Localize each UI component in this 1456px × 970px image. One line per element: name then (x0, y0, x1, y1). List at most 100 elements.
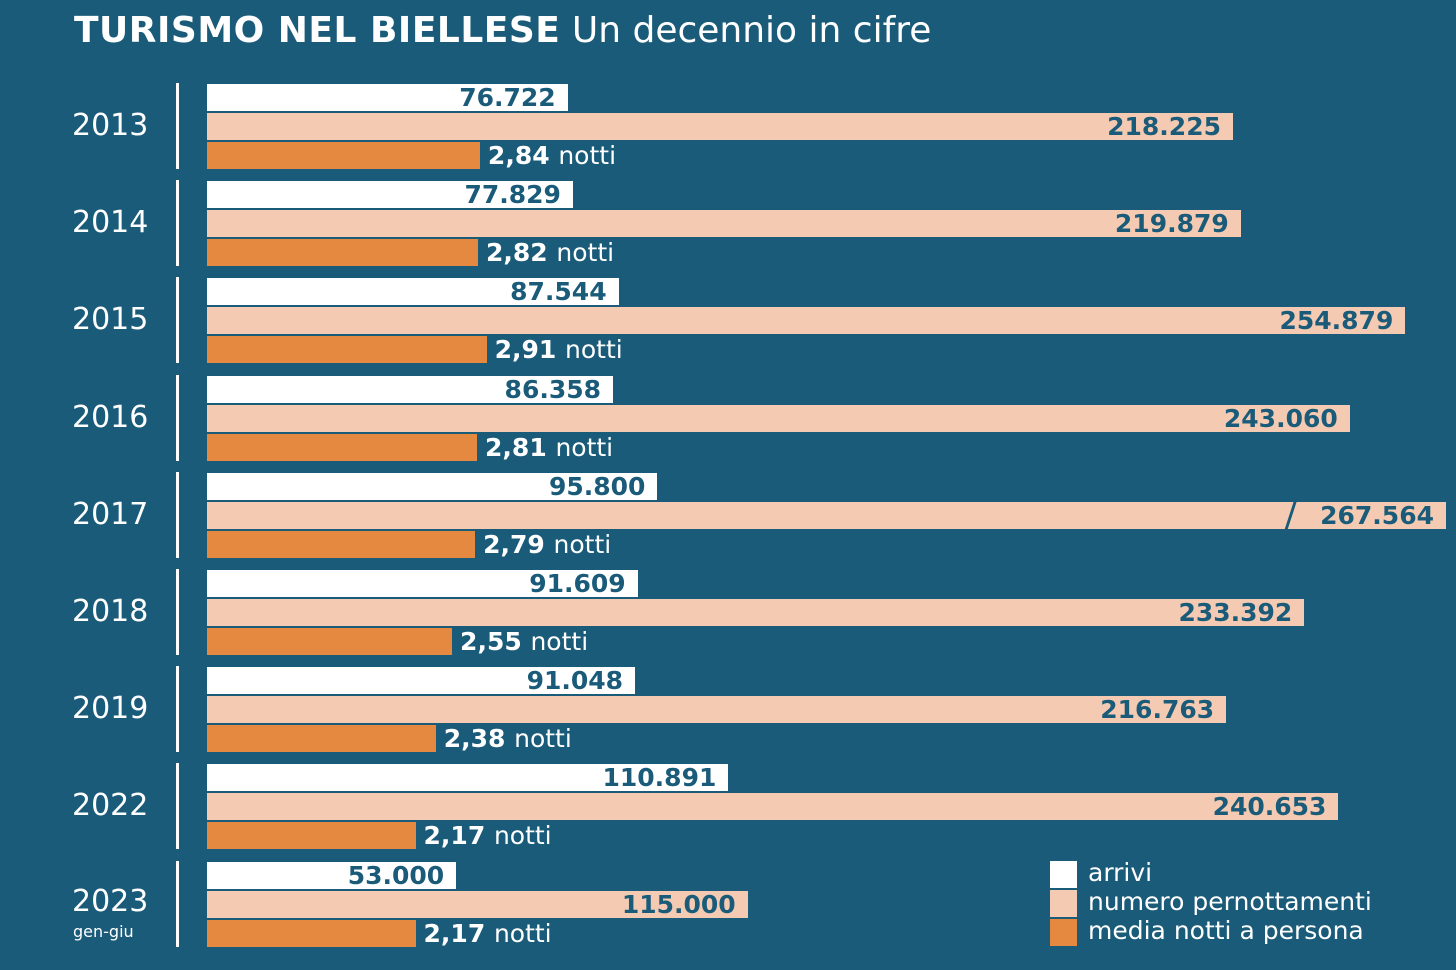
bar-pernottamenti (207, 404, 1350, 432)
data-label-unit: notti (493, 918, 552, 948)
data-label-unit: notti (530, 627, 589, 656)
data-label-value: 2,17 (423, 918, 486, 948)
bar-media-notti (207, 530, 476, 558)
data-label: 86.358 (504, 374, 602, 404)
category-label: 2022 (72, 788, 149, 824)
data-label: 53.000 (347, 860, 445, 890)
chart-title: TURISMO NEL BIELLESE Un decennio in cifr… (74, 10, 931, 51)
bar-media-notti (207, 919, 416, 947)
bar-arrivi (207, 375, 614, 403)
category-sublabel: gen-giu (73, 921, 134, 941)
data-label: 2,17 notti (424, 822, 552, 849)
category-label: 2014 (72, 205, 149, 241)
data-label: 2,81 notti (485, 434, 613, 461)
legend-swatch (1050, 890, 1077, 917)
category-label: 2023 (72, 883, 149, 919)
category-label: 2016 (72, 399, 149, 435)
bar-arrivi (207, 181, 573, 209)
bar-pernottamenti (207, 210, 1241, 238)
legend-label: numero pernottamenti (1088, 887, 1372, 916)
group-divider (176, 374, 179, 461)
chart-subtitle: Un decennio in cifre (571, 10, 932, 51)
bar-media-notti (207, 336, 487, 364)
data-label-value: 2,91 (494, 335, 557, 365)
group-divider (176, 569, 179, 655)
data-label: 240.653 (1212, 792, 1327, 822)
data-label: 2,55 notti (460, 628, 588, 655)
bar-media-notti (207, 628, 453, 655)
bar-media-notti (207, 822, 416, 850)
data-label: 219.879 (1114, 209, 1229, 239)
category-label: 2019 (72, 691, 149, 727)
bar-arrivi (207, 667, 636, 695)
data-label: 2,17 notti (424, 920, 552, 947)
data-label: 218.225 (1107, 112, 1221, 141)
category-label: 2013 (72, 108, 149, 143)
legend-label: arrivi (1088, 858, 1153, 887)
bar-pernottamenti (207, 113, 1233, 140)
data-label-unit: notti (555, 432, 614, 462)
data-label-unit: notti (493, 821, 552, 851)
category-label: 2015 (72, 302, 149, 338)
data-label: 216.763 (1100, 695, 1215, 725)
group-divider (176, 83, 179, 169)
data-label: 115.000 (621, 889, 736, 919)
data-label-value: 2,17 (423, 821, 486, 851)
bar-arrivi (207, 84, 568, 111)
data-label: 2,82 notti (486, 239, 614, 266)
data-label: 76.722 (459, 83, 556, 112)
bar-media-notti (207, 725, 436, 753)
bar-pernottamenti (207, 307, 1406, 335)
bar-media-notti (207, 142, 480, 169)
category-label: 2018 (72, 594, 149, 629)
group-divider (176, 277, 179, 364)
data-label: 2,84 notti (488, 142, 616, 169)
data-label: 77.829 (464, 180, 561, 210)
data-label-unit: notti (556, 238, 615, 268)
data-label: 2,38 notti (444, 725, 572, 752)
bar-arrivi (207, 472, 658, 500)
bar-media-notti (207, 433, 478, 461)
data-label: 267.564 (1320, 500, 1434, 530)
data-label: 91.609 (529, 569, 626, 598)
data-label-unit: notti (565, 335, 623, 365)
bar-arrivi (207, 764, 729, 792)
data-label: 110.891 (602, 763, 717, 793)
bar-arrivi (207, 570, 638, 597)
bar-pernottamenti (207, 501, 1446, 529)
category-label: 2017 (72, 496, 149, 532)
legend-swatch (1050, 861, 1077, 888)
data-label-value: 2,38 (443, 724, 506, 754)
data-label: 91.048 (526, 666, 624, 696)
bar-arrivi (207, 861, 457, 889)
bar-pernottamenti (207, 890, 748, 918)
data-label-unit: notti (553, 529, 612, 559)
bar-pernottamenti (207, 696, 1227, 724)
data-label-value: 2,81 (485, 432, 547, 462)
data-label-unit: notti (558, 141, 617, 170)
bar-pernottamenti (207, 793, 1339, 821)
group-divider (176, 860, 179, 947)
bar-pernottamenti (207, 599, 1305, 626)
group-divider (176, 666, 179, 753)
bar-arrivi (207, 278, 619, 306)
group-divider (176, 763, 179, 850)
bar-media-notti (207, 239, 478, 267)
data-label: 95.800 (548, 471, 646, 501)
chart-title-main: TURISMO NEL BIELLESE (74, 10, 561, 51)
data-label: 233.392 (1178, 598, 1293, 627)
legend-swatch (1050, 919, 1077, 946)
data-label: 87.544 (510, 277, 607, 307)
data-label-value: 2,84 (487, 141, 550, 170)
data-label: 254.879 (1279, 306, 1394, 336)
data-label: 243.060 (1223, 403, 1338, 433)
data-label-value: 2,82 (486, 238, 548, 268)
data-label: 2,91 notti (495, 336, 623, 363)
legend-label: media notti a persona (1088, 916, 1364, 945)
group-divider (176, 471, 179, 558)
data-label-value: 2,55 (460, 627, 522, 656)
group-divider (176, 180, 179, 267)
data-label-unit: notti (514, 724, 572, 754)
data-label-value: 2,79 (483, 529, 545, 559)
